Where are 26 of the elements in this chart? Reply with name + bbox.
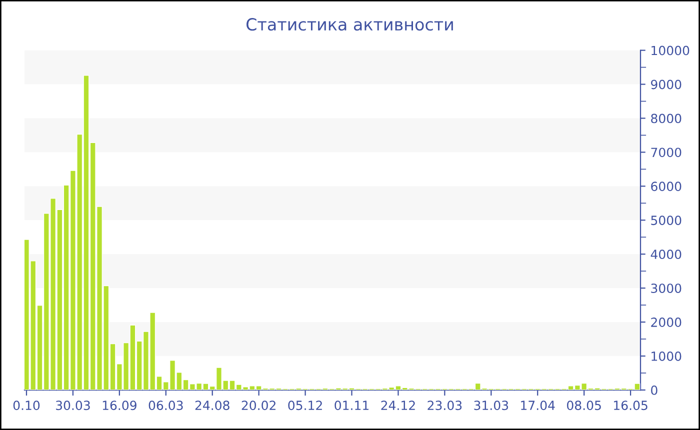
y-tick-label: 1000 xyxy=(652,352,682,361)
x-tick-label: 30.03 xyxy=(56,400,90,410)
y-tick-label: 8000 xyxy=(651,114,682,124)
y-tick-label: 9000 xyxy=(651,80,682,90)
y-tick-label: 5000 xyxy=(651,216,682,226)
y-tick-label: 0 xyxy=(651,385,658,395)
x-tick-label: 05.12 xyxy=(288,400,322,410)
x-tick-label: 24.08 xyxy=(195,400,230,410)
x-tick-label: 06.03 xyxy=(148,400,183,410)
x-tick-label: 16.05 xyxy=(614,400,648,410)
x-tick-label: 17.04 xyxy=(521,400,555,410)
y-tick-label: 3000 xyxy=(651,284,682,294)
x-tick-label: 16.09 xyxy=(102,400,136,410)
x-tick-label: 31.03 xyxy=(474,400,508,410)
y-tick-label: 4000 xyxy=(650,250,682,260)
x-tick-label: 23.03 xyxy=(428,400,462,410)
y-tick-label: 10000 xyxy=(652,46,690,56)
x-tick-label: 24.12 xyxy=(381,400,415,410)
x-tick-label: 0.10 xyxy=(13,400,40,410)
x-tick-label: 08.05 xyxy=(567,400,601,410)
y-tick-label: 2000 xyxy=(651,318,682,327)
x-tick-label: 20.02 xyxy=(242,400,276,410)
y-tick-label: 7000 xyxy=(651,148,682,158)
y-tick-label: 6000 xyxy=(651,182,682,192)
x-tick-label: 01.11 xyxy=(334,400,368,410)
chart-title: Статистика активности xyxy=(246,18,453,31)
